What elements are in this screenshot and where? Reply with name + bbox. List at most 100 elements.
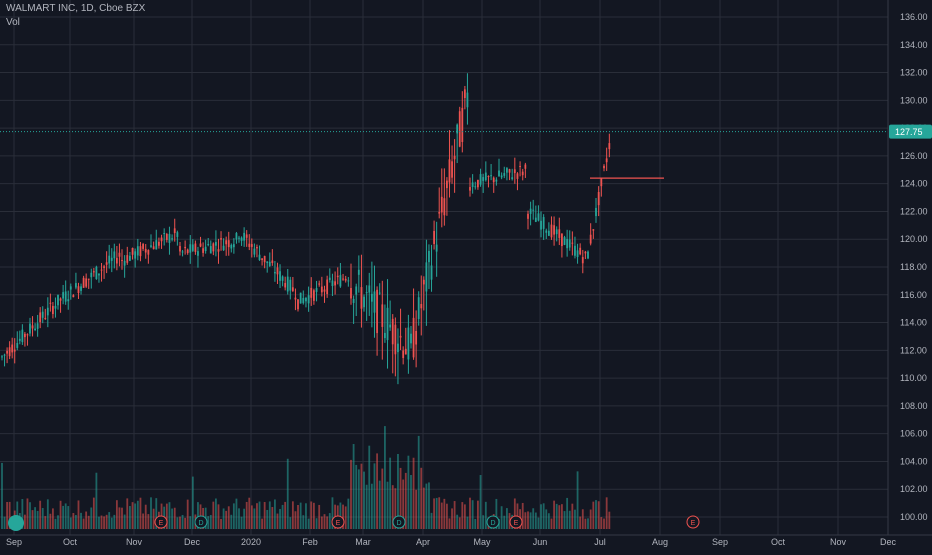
candle-body [365,292,368,294]
volume-bar [294,511,297,529]
candle-body [179,246,181,252]
candle-body [13,349,16,352]
candle-body [561,233,563,247]
candle-body [186,249,189,254]
candle-body [108,255,111,264]
candle-body [160,237,163,242]
volume-bar [243,508,246,529]
volume-bar [347,498,350,529]
candle-body [39,312,42,323]
volume-bar [268,501,271,529]
candle-body [587,251,589,259]
volume-bar [186,499,189,529]
candle-body [339,275,342,287]
candle-body [75,283,77,288]
volume-bar [466,516,469,529]
volume-bar [181,514,184,529]
volume-bar [49,513,52,529]
volume-bar [571,503,574,529]
volume-bar [87,515,90,529]
candle-body [435,244,438,252]
volume-bar [360,463,363,529]
volume-bar [142,513,144,529]
candle-body [584,251,587,254]
candle-body [313,290,315,301]
volume-bar [291,501,294,529]
volume-bar [451,508,453,529]
candle-body [357,269,360,275]
candle-body [207,244,210,246]
volume-bar [513,498,516,529]
candle-body [80,286,82,291]
volume-bar [39,500,42,529]
candle-body [21,329,24,343]
candle-body [563,237,566,245]
candle-body [479,174,482,185]
volume-bar [59,500,62,529]
candle-body [243,232,246,241]
candle-body [256,247,258,249]
candle-body [8,347,11,357]
volume-bar [248,497,251,529]
volume-bar [168,502,171,529]
volume-bar [579,516,582,529]
candle-body [230,244,233,249]
candle-body [463,89,466,99]
candle-body [144,248,147,253]
candle-body [121,260,123,262]
volume-bar [189,516,192,529]
y-tick-label: 118.00 [900,262,927,272]
candle-body [378,292,381,294]
candle-body [103,266,105,268]
x-tick-label: Dec [184,537,201,547]
volume-bar [461,502,464,529]
volume-bar [90,507,93,529]
candle-body [407,327,410,360]
volume-bar [253,508,256,529]
x-tick-label: Dec [880,537,897,547]
candle-body [355,286,358,295]
volume-bar [274,499,276,529]
candle-body [215,242,217,246]
candle-body [415,330,418,345]
volume-bar [227,506,230,529]
volume-bar [105,514,108,529]
event-marker [154,515,168,529]
candle-body [350,288,352,299]
volume-bar [448,518,451,529]
candle-body [189,244,192,253]
candle-body [181,251,184,253]
volume-bar [566,497,569,529]
candle-body [147,250,150,255]
volume-bar [563,511,566,529]
candle-body [235,233,238,240]
x-tick-label: May [473,537,491,547]
candle-body [139,246,142,257]
candle-body [315,288,318,292]
candle-body [31,325,34,329]
x-tick-label: Oct [771,537,786,547]
candle-body [163,233,166,235]
x-tick-label: Oct [63,537,78,547]
candle-body [347,280,350,282]
volume-bar [113,514,116,529]
volume-bar [134,503,137,529]
candle-body [469,187,471,191]
candle-body [98,273,100,276]
candle-body [394,324,397,355]
y-tick-label: 100.00 [900,512,928,522]
volume-bar [342,504,344,529]
volume-bar [67,506,70,529]
candle-body [336,275,339,278]
volume-bar [238,508,240,529]
volume-bar [131,502,134,529]
candle-body [595,207,597,217]
candle-body [276,267,279,275]
candle-body [420,304,423,309]
volume-bar [326,516,329,529]
candle-body [36,323,39,329]
candle-body [115,257,118,264]
tradingview-logo-icon [8,515,24,531]
